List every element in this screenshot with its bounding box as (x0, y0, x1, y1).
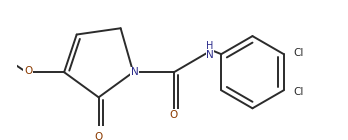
Text: H: H (206, 40, 214, 51)
Text: Cl: Cl (293, 87, 303, 97)
Text: Cl: Cl (293, 48, 303, 58)
Text: N: N (131, 67, 139, 77)
Text: N: N (206, 50, 214, 60)
Text: O: O (170, 110, 178, 120)
Text: O: O (95, 132, 103, 140)
Text: O: O (24, 66, 32, 76)
